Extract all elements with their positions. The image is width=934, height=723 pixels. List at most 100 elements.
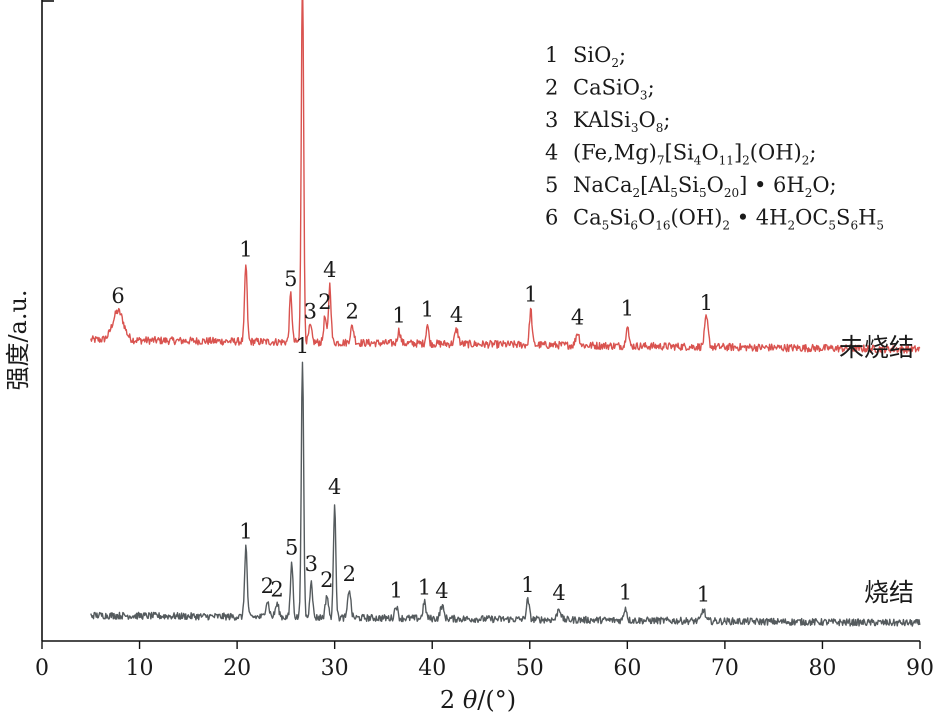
x-axis-title-prefix: 2 — [440, 686, 463, 714]
legend-formula-part: Si — [609, 206, 630, 230]
legend-formula-part: NaCa — [573, 173, 632, 197]
legend-number: 4 — [545, 141, 558, 165]
legend-formula-part: ] • 6H — [739, 173, 805, 197]
legend-formula-part: ] — [734, 141, 742, 165]
x-tick-label: 0 — [35, 656, 49, 681]
x-tick-label: 90 — [906, 656, 934, 681]
legend-formula-part: • 4H — [730, 206, 787, 230]
peak-label: 4 — [323, 258, 336, 282]
peak-label: 1 — [697, 583, 710, 607]
legend-formula-part: 5 — [602, 219, 610, 233]
peak-label: 1 — [621, 297, 634, 321]
peak-label: 5 — [285, 536, 298, 560]
series-line-1 — [90, 361, 921, 627]
peak-label: 1 — [418, 575, 431, 599]
x-tick-label: 50 — [516, 656, 544, 681]
legend-number: 2 — [545, 76, 558, 100]
x-tick-label: 70 — [711, 656, 739, 681]
legend-formula-part: 5 — [699, 186, 707, 200]
legend-formula-part: 2 — [787, 219, 795, 233]
peak-label: 2 — [343, 562, 356, 586]
series-label-unsintered: 未烧结 — [839, 333, 914, 362]
legend-formula-part: 2 — [802, 154, 810, 168]
legend-formula-part: (OH) — [750, 141, 802, 165]
peak-label: 2 — [261, 574, 274, 598]
peak-label: 5 — [284, 267, 297, 291]
legend-formula-part: ; — [663, 108, 670, 132]
series-group — [90, 0, 921, 627]
legend: 1 SiO2;2 CaSiO3;3 KAlSi3O8;4 (Fe,Mg)7[Si4O11… — [545, 43, 884, 233]
peak-label: 4 — [552, 581, 565, 605]
axes-group — [41, 0, 920, 642]
legend-formula: CaSiO3; — [573, 76, 655, 103]
legend-formula-part: S — [836, 206, 850, 230]
legend-formula-part: 2 — [805, 186, 813, 200]
legend-formula-part: 20 — [724, 186, 739, 200]
series-label-sintered: 烧结 — [864, 578, 914, 607]
legend-formula-part: 6 — [850, 219, 858, 233]
legend-number: 5 — [545, 173, 558, 197]
legend-number: 1 — [545, 43, 558, 67]
legend-formula-part: 8 — [656, 121, 664, 135]
legend-formula-part: Si — [678, 173, 699, 197]
legend-formula: NaCa2[Al5Si5O20] • 6H2O; — [573, 173, 837, 200]
x-ticks-group: 0 10 20 30 40 50 60 70 80 90 — [35, 641, 934, 681]
peak-label: 1 — [421, 297, 434, 321]
peak-label: 1 — [296, 334, 309, 358]
legend-formula-part: (Fe,Mg) — [573, 141, 657, 165]
peak-label: 4 — [328, 475, 341, 499]
legend-formula-part: 11 — [719, 154, 734, 168]
legend-formula-part: ; — [809, 141, 816, 165]
series-line-0 — [90, 0, 921, 354]
legend-formula-part: SiO — [573, 43, 611, 67]
peak-label: 1 — [619, 580, 632, 604]
x-tick-label: 10 — [126, 656, 154, 681]
x-axis-title-theta: θ — [463, 686, 478, 714]
x-tick-label: 80 — [808, 656, 836, 681]
legend-formula-part: H — [858, 206, 876, 230]
peak-label: 3 — [304, 299, 317, 323]
peak-label: 1 — [700, 291, 713, 315]
legend-formula-part: ; — [619, 43, 626, 67]
legend-formula-part: 16 — [655, 219, 670, 233]
peak-label: 2 — [320, 568, 333, 592]
legend-formula-part: O — [638, 206, 655, 230]
legend-formula: SiO2; — [573, 43, 626, 70]
legend-number: 6 — [545, 206, 558, 230]
legend-formula: KAlSi3O8; — [573, 108, 670, 135]
legend-formula-part: 3 — [640, 89, 648, 103]
legend-number: 3 — [545, 108, 558, 132]
x-tick-label: 20 — [223, 656, 251, 681]
peak-label: 1 — [524, 283, 537, 307]
legend-formula-part: 3 — [631, 121, 639, 135]
x-tick-label: 60 — [613, 656, 641, 681]
legend-formula-part: ; — [648, 76, 655, 100]
peak-label: 4 — [435, 579, 448, 603]
legend-formula-part: OC — [795, 206, 828, 230]
peak-label: 4 — [450, 303, 463, 327]
peak-label: 1 — [521, 573, 534, 597]
x-axis-title-unit: /(°) — [477, 686, 516, 714]
legend-formula-part: 2 — [742, 154, 750, 168]
peak-label: 1 — [389, 578, 402, 602]
peak-label: 3 — [305, 552, 318, 576]
y-axis-title: 强度/a.u. — [4, 289, 32, 390]
peak-label: 2 — [270, 577, 283, 601]
peak-label: 2 — [318, 290, 331, 314]
legend-formula-part: 2 — [632, 186, 640, 200]
peak-labels-group: 6151324211414111225132421141411 — [111, 238, 713, 607]
x-tick-label: 40 — [418, 656, 446, 681]
legend-formula-part: 5 — [828, 219, 836, 233]
legend-formula-part: 2 — [722, 219, 730, 233]
legend-formula: (Fe,Mg)7[Si4O11]2(OH)2; — [573, 141, 816, 168]
legend-formula-part: O — [707, 173, 724, 197]
legend-formula-part: 6 — [630, 219, 638, 233]
legend-formula: Ca5Si6O16(OH)2 • 4H2OC5S6H5 — [573, 206, 884, 233]
peak-label: 6 — [111, 284, 124, 308]
legend-formula-part: O — [701, 141, 718, 165]
peak-label: 1 — [239, 519, 252, 543]
peak-label: 2 — [346, 300, 359, 324]
legend-formula-part: [Si — [665, 141, 695, 165]
